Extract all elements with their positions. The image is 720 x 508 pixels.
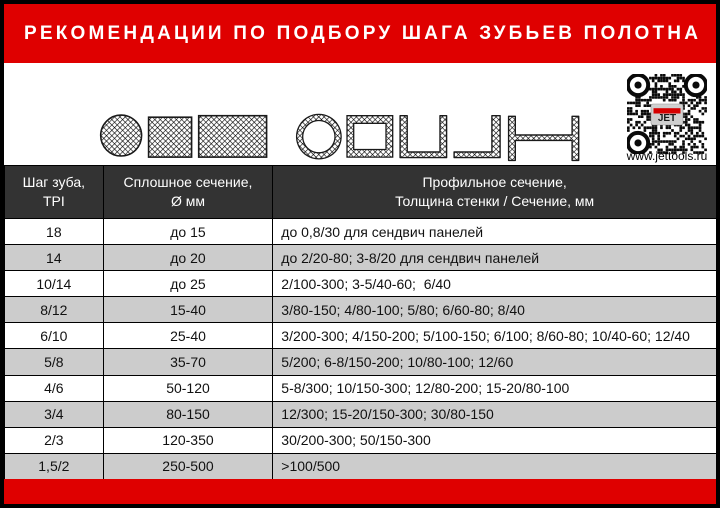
svg-text:JET: JET: [658, 113, 676, 124]
